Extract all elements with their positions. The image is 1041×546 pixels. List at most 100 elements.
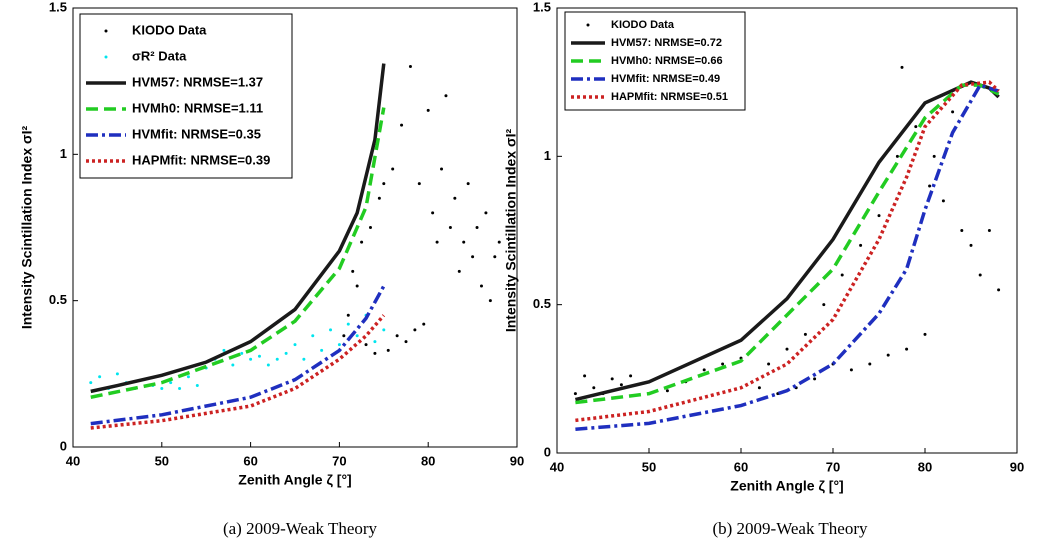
data-point — [240, 351, 244, 355]
legend-label: HVM57: NRMSE=1.37 — [132, 74, 263, 89]
curve — [90, 314, 386, 430]
data-point — [987, 229, 991, 232]
data-point — [178, 386, 182, 390]
data-point — [665, 389, 669, 393]
data-point — [382, 182, 386, 186]
legend-marker — [104, 55, 108, 59]
data-point — [886, 353, 890, 357]
plot-frame — [72, 7, 518, 448]
data-point — [849, 368, 853, 372]
plot-frame — [556, 7, 1018, 454]
x-tick-label: 80 — [421, 453, 435, 468]
data-point — [249, 357, 253, 361]
data-point — [462, 240, 466, 244]
x-tick-label: 40 — [550, 459, 564, 474]
data-point — [284, 351, 288, 355]
data-point — [928, 184, 932, 188]
data-point — [951, 110, 955, 114]
data-point — [493, 255, 497, 259]
curve — [575, 83, 1000, 405]
data-point — [822, 303, 826, 307]
data-point — [932, 154, 936, 158]
data-point — [320, 348, 324, 352]
data-point — [702, 368, 706, 372]
legend-label: HVM57: NRMSE=0.72 — [611, 37, 722, 49]
x-tick-label: 80 — [918, 459, 932, 474]
data-point — [785, 347, 789, 351]
data-point — [377, 196, 381, 200]
caption: (a) 2009-Weak Theory — [223, 519, 378, 538]
curve — [90, 285, 386, 426]
data-point — [997, 288, 1001, 292]
y-axis-label: Intensity Scintillation Index σI² — [19, 126, 35, 330]
data-point — [266, 363, 270, 367]
data-point — [373, 340, 377, 344]
data-point — [448, 226, 452, 229]
data-point — [400, 123, 404, 127]
y-tick-label: 0 — [544, 444, 551, 459]
data-point — [471, 255, 475, 259]
y-tick-label: 1 — [544, 148, 551, 163]
data-point — [610, 377, 614, 381]
data-point — [466, 182, 470, 186]
data-point — [382, 328, 386, 332]
data-point — [900, 65, 904, 69]
data-point — [479, 284, 483, 288]
data-point — [767, 362, 771, 366]
y-tick-label: 1.5 — [533, 0, 551, 14]
data-point — [89, 381, 93, 385]
legend-label: HVMfit: NRMSE=0.49 — [611, 73, 720, 85]
legend-label: HAPMfit: NRMSE=0.51 — [611, 91, 728, 103]
data-point — [417, 182, 421, 186]
legend-label: HVMh0: NRMSE=1.11 — [132, 100, 263, 115]
data-point — [355, 284, 359, 288]
curve — [90, 63, 386, 394]
x-tick-label: 40 — [66, 453, 80, 468]
curve — [575, 80, 1000, 423]
x-tick-label: 50 — [642, 459, 656, 474]
data-point — [969, 243, 973, 247]
data-point — [923, 332, 927, 336]
data-point — [342, 334, 346, 338]
data-point — [115, 372, 119, 376]
data-point — [497, 240, 501, 244]
data-point — [453, 196, 457, 200]
data-point — [840, 273, 844, 277]
data-point — [583, 374, 587, 378]
y-tick-label: 1 — [60, 146, 67, 161]
data-point — [195, 384, 199, 388]
data-point — [629, 374, 633, 378]
data-point — [457, 269, 461, 273]
data-point — [408, 65, 412, 69]
data-point — [302, 357, 306, 361]
data-point — [859, 243, 863, 247]
legend-label: HVMfit: NRMSE=0.35 — [132, 126, 261, 141]
legend-label: σR² Data — [132, 48, 187, 63]
data-point — [404, 340, 408, 344]
data-point — [391, 167, 395, 171]
data-point — [222, 348, 226, 352]
data-point — [757, 386, 761, 390]
legend-label: KIODO Data — [611, 19, 675, 31]
data-point — [721, 362, 725, 366]
data-point — [960, 229, 964, 232]
data-point — [895, 154, 899, 158]
data-point — [905, 347, 909, 351]
x-axis-label: Zenith Angle ζ [°] — [238, 472, 351, 488]
data-point — [592, 386, 596, 390]
data-point — [444, 94, 448, 98]
data-point — [484, 211, 488, 215]
data-point — [368, 226, 372, 229]
data-point — [395, 334, 399, 338]
data-point — [422, 322, 426, 326]
data-point — [413, 328, 417, 332]
chart: 40 50 60 70 80 90 0 0.5 1 1.5 Zenith Angle ζ [°] In… — [503, 0, 1025, 538]
data-point — [257, 354, 261, 358]
y-tick-label: 0 — [60, 438, 67, 453]
data-point — [803, 332, 807, 336]
legend-label: HAPMfit: NRMSE=0.39 — [132, 152, 270, 167]
data-point — [978, 273, 982, 277]
data-point — [914, 125, 918, 129]
data-point — [337, 343, 341, 347]
